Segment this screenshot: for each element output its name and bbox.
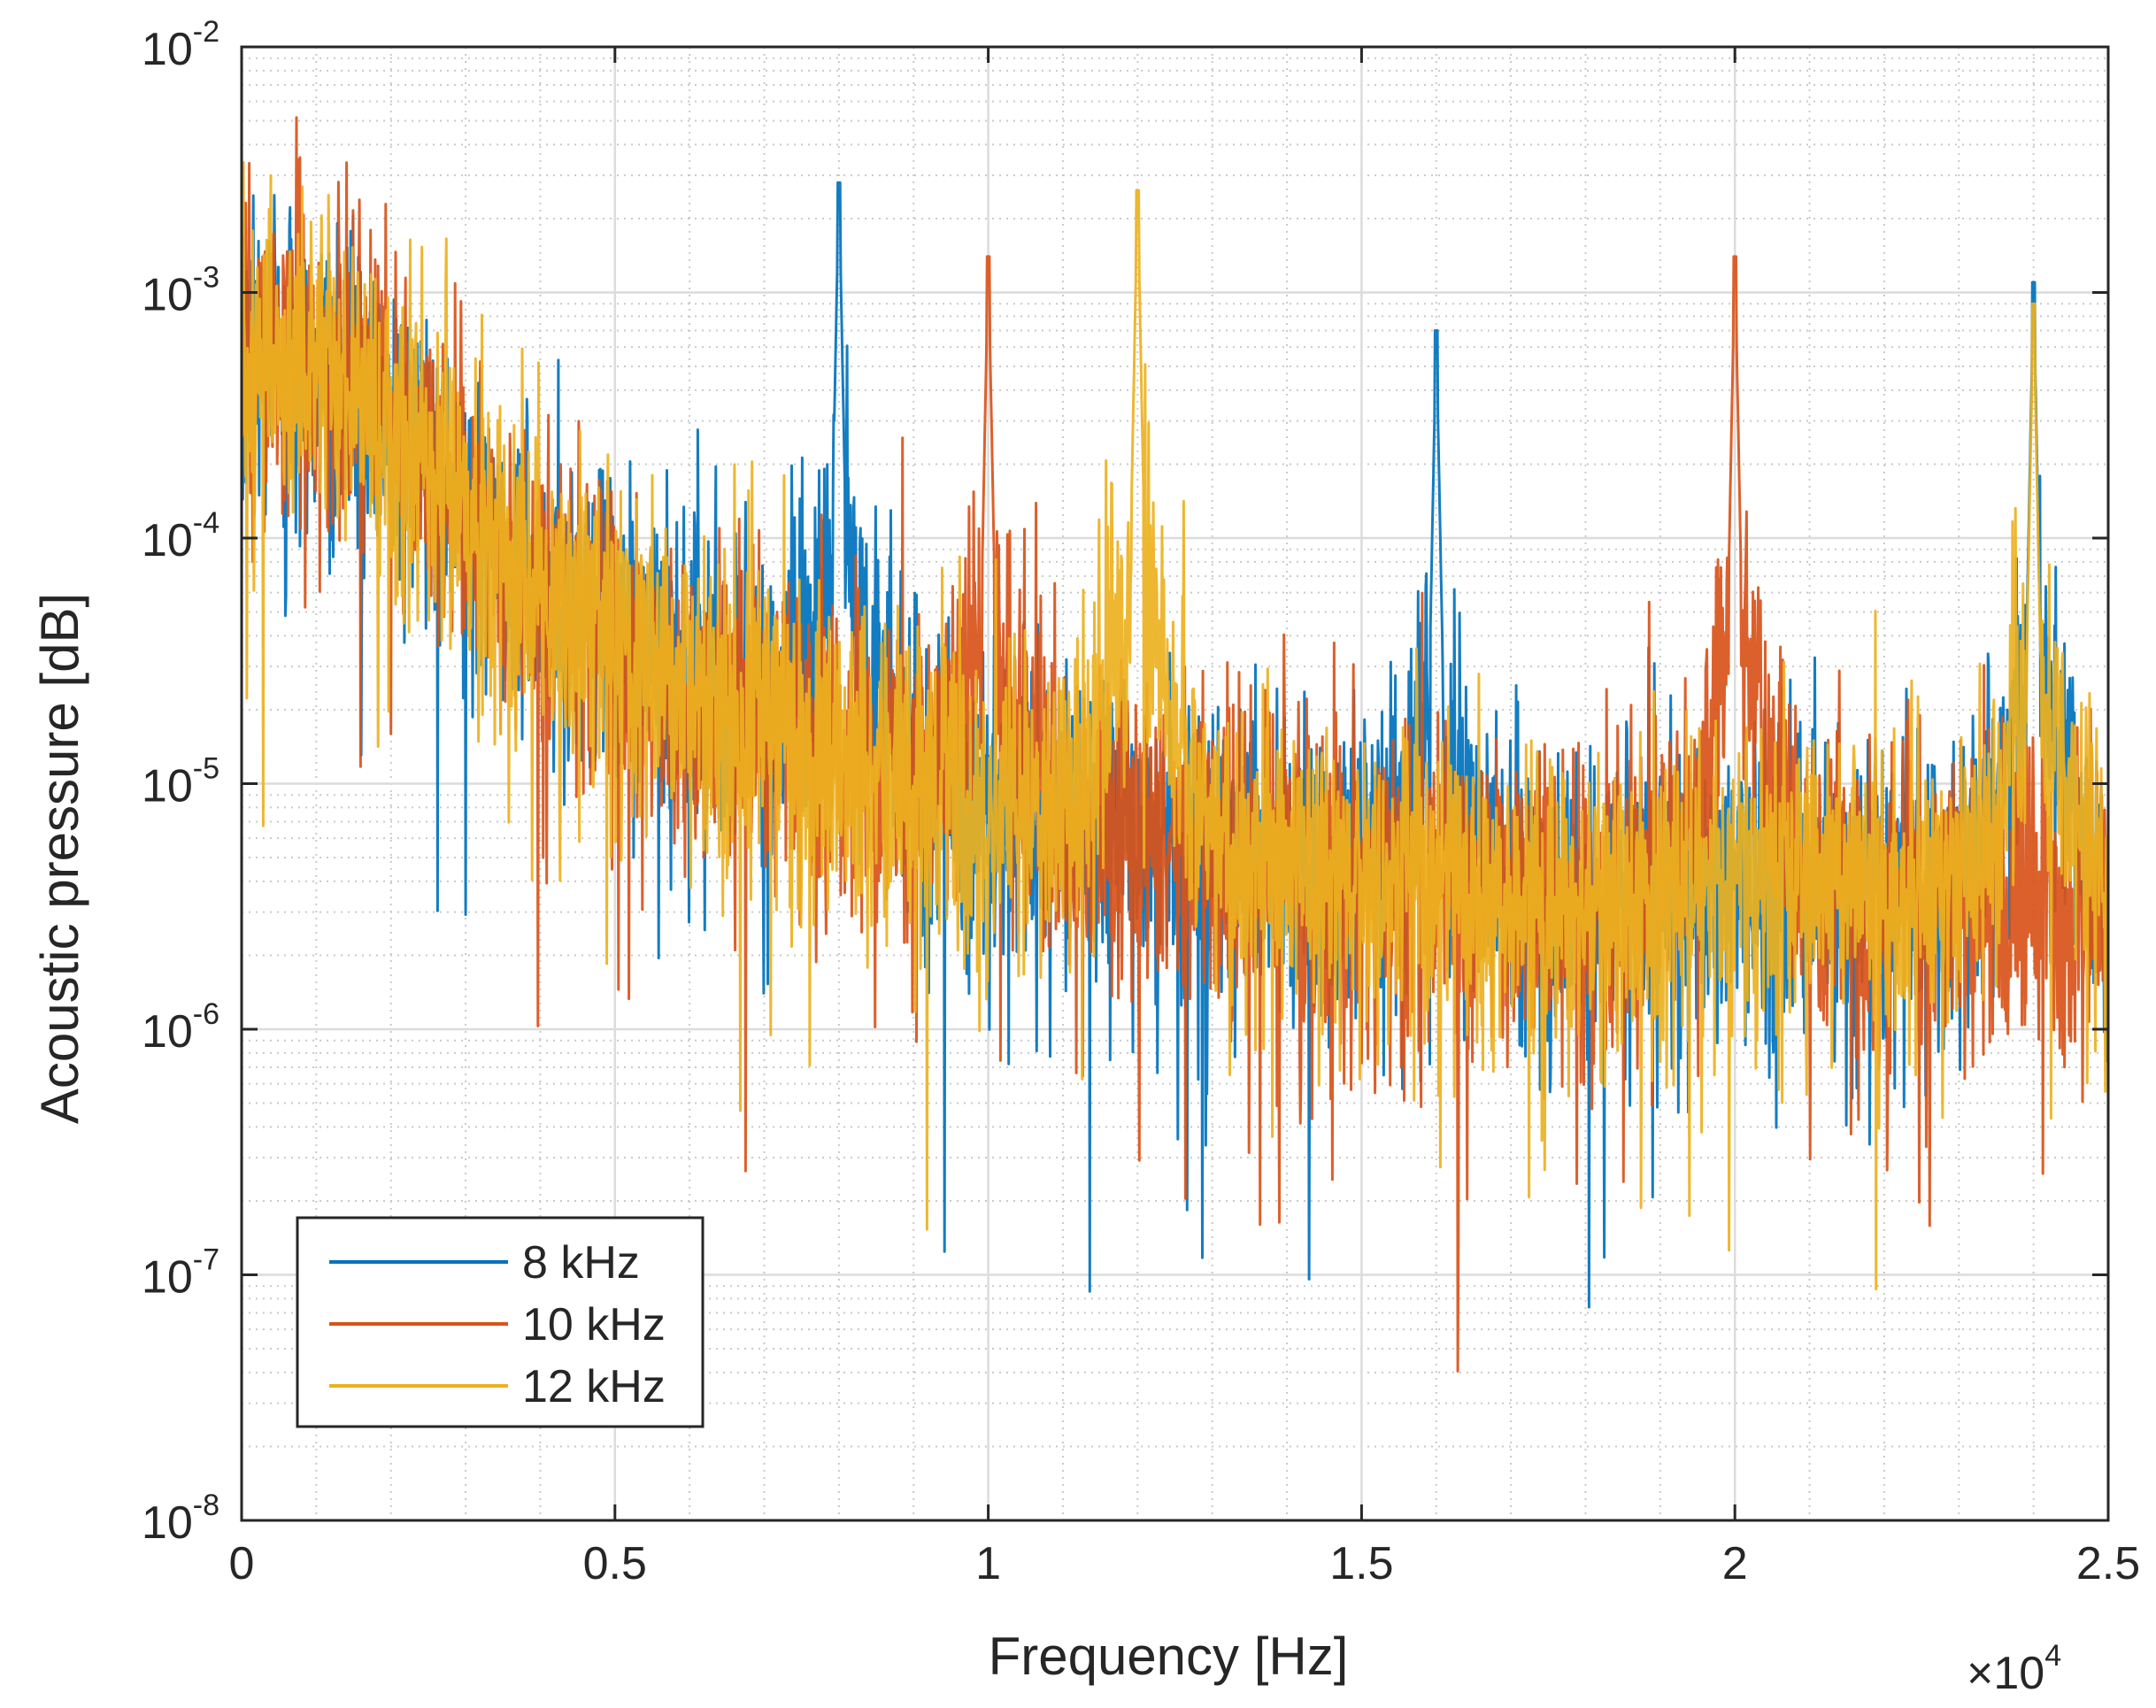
- y-tick-label: 10-6: [142, 997, 219, 1058]
- y-tick-label: 10-3: [142, 261, 219, 321]
- legend-label: 10 kHz: [522, 1299, 666, 1350]
- axis-ticks: [240, 45, 2110, 1522]
- x-tick-labels: 0 0.5 1 1.5 2 2.5: [229, 1538, 2141, 1589]
- y-tick-base: 10: [142, 24, 193, 75]
- y-tick-exponent: -7: [193, 1243, 219, 1277]
- series-layer: [242, 116, 2108, 1373]
- y-tick-labels: 10-210-310-410-510-610-710-8: [142, 15, 219, 1549]
- y-tick-exponent: -2: [193, 15, 219, 49]
- y-tick-base: 10: [142, 1006, 193, 1058]
- y-tick-exponent: -5: [193, 752, 219, 786]
- y-axis-label: Acoustic pressure [dB]: [30, 593, 89, 1124]
- x-tick-label: 2.5: [2076, 1538, 2140, 1589]
- x-axis-label: Frequency [Hz]: [989, 1627, 1349, 1686]
- legend-label: 12 kHz: [522, 1361, 666, 1412]
- x-tick-label: 2: [1722, 1538, 1748, 1589]
- x-tick-label: 0: [229, 1538, 255, 1589]
- y-tick-base: 10: [142, 1252, 193, 1304]
- y-tick-label: 10-8: [142, 1489, 219, 1549]
- y-tick-label: 10-2: [142, 15, 219, 75]
- x-tick-label: 1.5: [1329, 1538, 1393, 1589]
- y-tick-label: 10-4: [142, 506, 219, 566]
- y-tick-exponent: -4: [193, 506, 219, 540]
- y-tick-base: 10: [142, 761, 193, 812]
- series-line-12-khz: [242, 161, 2108, 1291]
- y-tick-exponent: -8: [193, 1489, 219, 1522]
- y-tick-base: 10: [142, 270, 193, 321]
- y-tick-base: 10: [142, 1497, 193, 1549]
- y-tick-base: 10: [142, 515, 193, 566]
- legend-label: 8 kHz: [522, 1237, 640, 1289]
- x-tick-label: 1: [975, 1538, 1001, 1589]
- x-multiplier: ×104: [1967, 1639, 2061, 1699]
- y-tick-exponent: -6: [193, 997, 219, 1031]
- x-multiplier-exponent: 4: [2044, 1639, 2061, 1673]
- x-multiplier-base: ×10: [1967, 1648, 2044, 1699]
- y-tick-exponent: -3: [193, 261, 219, 295]
- y-tick-label: 10-7: [142, 1243, 219, 1304]
- x-tick-label: 0.5: [583, 1538, 647, 1589]
- y-tick-label: 10-5: [142, 752, 219, 812]
- legend[interactable]: 8 kHz 10 kHz 12 kHz: [296, 1216, 705, 1428]
